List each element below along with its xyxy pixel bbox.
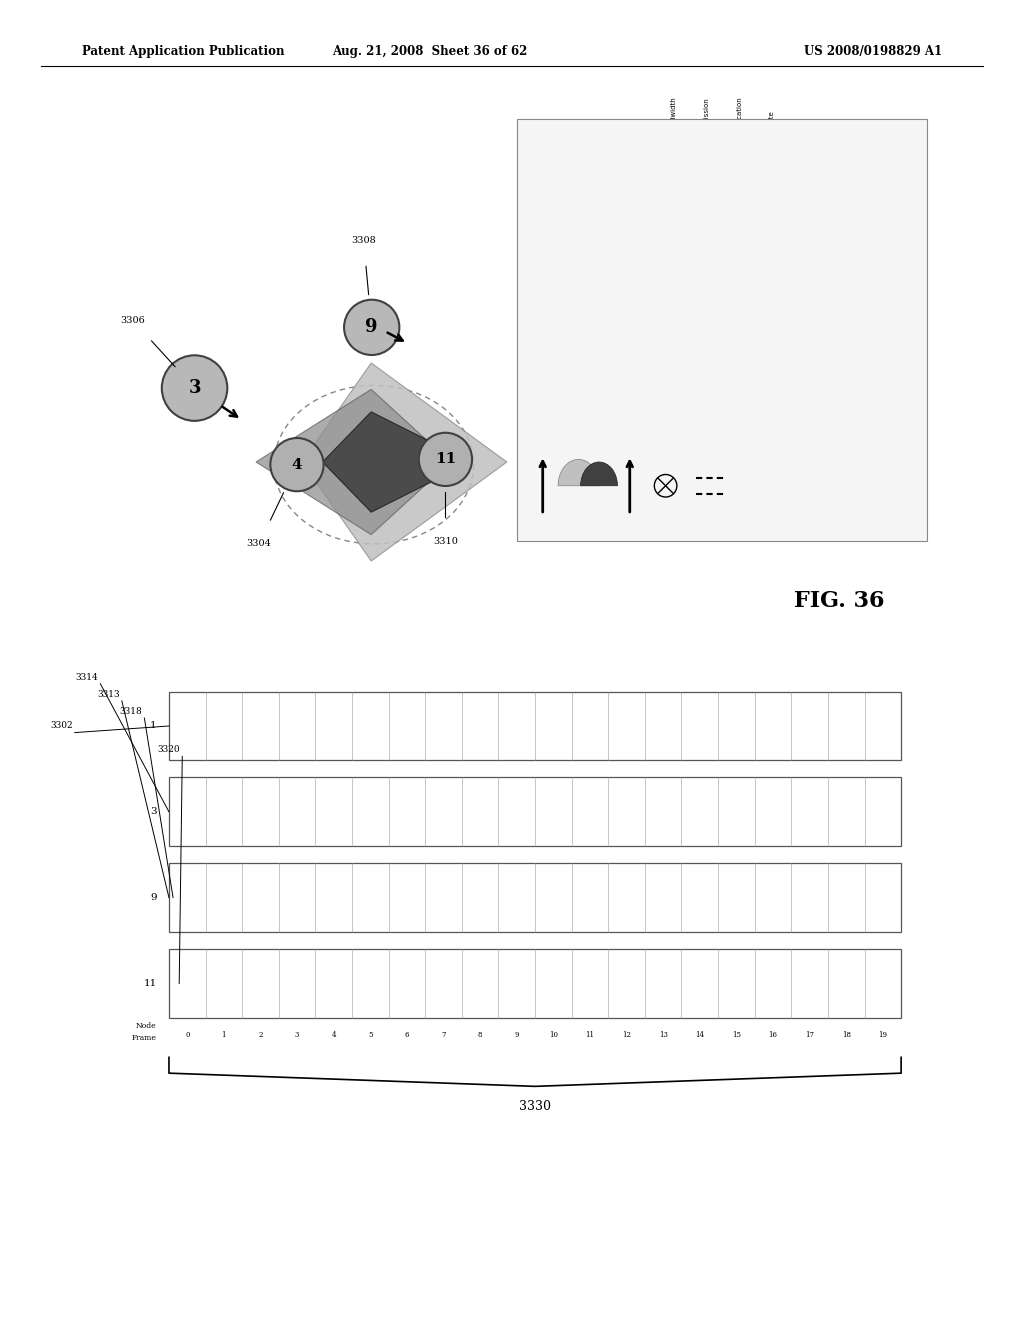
Text: 9: 9 <box>366 318 378 337</box>
Text: 11: 11 <box>435 453 456 466</box>
Bar <box>169 692 901 760</box>
Text: 14: 14 <box>695 1031 705 1039</box>
Bar <box>169 777 901 846</box>
Wedge shape <box>581 462 617 486</box>
Text: 3318: 3318 <box>120 708 142 715</box>
Text: Link Establishment Request Receive (LE Req Rx): Link Establishment Request Receive (LE R… <box>572 140 579 309</box>
Text: Marginally sustainable link: Marginally sustainable link <box>835 215 841 309</box>
Text: Established Link (nodes are neighbors): Established Link (nodes are neighbors) <box>802 173 808 309</box>
Ellipse shape <box>162 355 227 421</box>
Text: 3304: 3304 <box>247 540 271 548</box>
Text: 9: 9 <box>151 894 157 902</box>
Text: 6: 6 <box>404 1031 410 1039</box>
Text: 3314: 3314 <box>76 673 98 681</box>
Wedge shape <box>558 459 599 486</box>
Polygon shape <box>302 363 507 561</box>
Text: Link Establishment Request Transmit (LE Req Tx): Link Establishment Request Transmit (LE … <box>540 137 546 309</box>
Text: Patent Application Publication: Patent Application Publication <box>82 45 285 58</box>
Text: 2: 2 <box>258 1031 263 1039</box>
Text: 18: 18 <box>842 1031 851 1039</box>
Text: 7: 7 <box>441 1031 445 1039</box>
Text: 13: 13 <box>658 1031 668 1039</box>
Text: 3306: 3306 <box>121 317 145 325</box>
Text: 3313: 3313 <box>97 690 120 698</box>
Text: using sector Rx: using sector Rx <box>638 251 644 309</box>
Text: Node: Node <box>136 1022 157 1030</box>
Text: 3: 3 <box>188 379 201 397</box>
Text: 12: 12 <box>622 1031 631 1039</box>
Text: 3320: 3320 <box>158 746 180 754</box>
Polygon shape <box>323 412 471 512</box>
Text: 17: 17 <box>805 1031 814 1039</box>
Text: 3308: 3308 <box>351 236 376 244</box>
Ellipse shape <box>270 438 324 491</box>
Text: FIG. 36: FIG. 36 <box>795 590 885 611</box>
Ellipse shape <box>419 433 472 486</box>
Text: 10: 10 <box>549 1031 558 1039</box>
Bar <box>169 949 901 1018</box>
Text: 3302: 3302 <box>50 722 73 730</box>
Text: 5: 5 <box>368 1031 373 1039</box>
Text: Link Establishment Response Receive (LE Rsp Rx): Link Establishment Response Receive (LE … <box>605 136 611 309</box>
Text: 8: 8 <box>478 1031 482 1039</box>
Text: 4: 4 <box>292 458 302 471</box>
Text: US 2008/0198829 A1: US 2008/0198829 A1 <box>804 45 942 58</box>
Ellipse shape <box>344 300 399 355</box>
Bar <box>517 119 927 541</box>
Text: 15: 15 <box>732 1031 741 1039</box>
Text: 3330: 3330 <box>519 1100 551 1113</box>
Text: 4: 4 <box>332 1031 336 1039</box>
Text: 0: 0 <box>185 1031 189 1039</box>
Text: 3: 3 <box>295 1031 299 1039</box>
Text: 11: 11 <box>143 979 157 987</box>
Text: Allocation Req (IBA Req) piggybacks onto this transmission: Allocation Req (IBA Req) piggybacks onto… <box>703 98 710 309</box>
Text: 11: 11 <box>586 1031 595 1039</box>
Text: 16: 16 <box>768 1031 777 1039</box>
Text: Aug. 21, 2008  Sheet 36 of 62: Aug. 21, 2008 Sheet 36 of 62 <box>333 45 527 58</box>
Text: 3: 3 <box>151 808 157 816</box>
Text: 9: 9 <box>514 1031 519 1039</box>
Text: 1: 1 <box>221 1031 226 1039</box>
Polygon shape <box>256 389 451 535</box>
Text: 19: 19 <box>879 1031 888 1039</box>
Text: Frame: Frame <box>132 1034 157 1041</box>
Text: Link Establishment ACK (LE Ack)/Initial Bandwidth Allocation: Link Establishment ACK (LE Ack)/Initial … <box>736 98 742 309</box>
Text: Response (IBA Rsp) piggybacks-> both p/cols complete: Response (IBA Rsp) piggybacks-> both p/c… <box>769 111 775 309</box>
Bar <box>169 863 901 932</box>
Text: 3310: 3310 <box>433 537 458 545</box>
Text: Link Establishment Response Transmit (Tx)/Initial Bandwidth: Link Establishment Response Transmit (Tx… <box>671 98 677 309</box>
Text: 1: 1 <box>151 722 157 730</box>
